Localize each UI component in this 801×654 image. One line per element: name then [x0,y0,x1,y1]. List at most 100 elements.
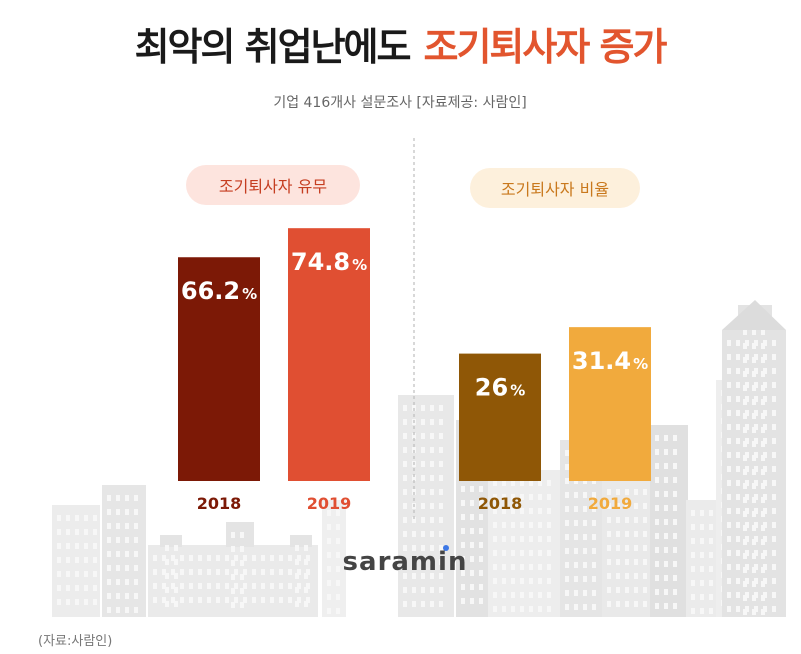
building-window [479,542,483,548]
building-window [547,522,551,528]
building-window [743,329,747,335]
building-window [403,475,407,481]
building-window [727,396,731,402]
building-window [189,583,193,589]
building-window [752,371,756,377]
building-window [655,505,659,511]
building-window [607,503,611,509]
building-window [57,529,61,535]
building-window [727,480,731,486]
building-window [772,550,776,556]
building-window [761,413,765,419]
building-window [583,590,587,596]
building-window [565,562,569,568]
building-window [174,573,178,579]
building-window [511,564,515,570]
building-window [174,601,178,607]
building-window [116,509,120,515]
building-window [84,585,88,591]
building-window [736,438,740,444]
building-window [520,536,524,542]
building-window [520,578,524,584]
building-window [772,424,776,430]
building-window [511,578,515,584]
building-window [709,510,713,516]
building-window [327,566,331,572]
building-window [743,399,747,405]
building-window [493,578,497,584]
building-window [134,565,138,571]
building-window [574,492,578,498]
building-window [547,536,551,542]
building-window [327,580,331,586]
building-window [538,480,542,486]
building-window [574,590,578,596]
building-window [583,576,587,582]
building-window [761,581,765,587]
building-window [736,368,740,374]
building-window [529,592,533,598]
building-window [664,435,668,441]
building-window [727,438,731,444]
building-window [198,597,202,603]
bars-right: 26 % 2018 31.4 % 2019 [459,327,651,513]
building-window [180,583,184,589]
building-window [727,522,731,528]
building-window [727,354,731,360]
building-window [583,604,587,610]
building-window [336,566,340,572]
building-window [75,515,79,521]
building-window [673,505,677,511]
building-window [216,555,220,561]
building-window [198,583,202,589]
building-window [297,583,301,589]
building-window [57,515,61,521]
building-window [709,594,713,600]
building-window [634,531,638,537]
building-window [304,559,308,565]
building-window [511,592,515,598]
building-window [565,492,569,498]
building-window [240,602,244,608]
building-window [607,545,611,551]
building-window [511,550,515,556]
building-window [125,565,129,571]
building-window [736,578,740,584]
building-window [761,567,765,573]
building-window [736,354,740,360]
building-window [116,607,120,613]
building-window [234,569,238,575]
building-window [403,601,407,607]
building-window [134,509,138,515]
building-window [743,469,747,475]
building-window [643,545,647,551]
bar [178,257,260,481]
building-window [430,545,434,551]
building-window [752,399,756,405]
building-window [752,511,756,517]
building-window [673,603,677,609]
building-window [520,606,524,612]
building-window [198,555,202,561]
building-window [439,573,443,579]
brand-logo: saramin [343,547,468,577]
building-window [479,528,483,534]
building-window [743,553,747,559]
building-window [461,500,465,506]
building-window [297,569,301,575]
building-window [700,552,704,558]
building-window [700,538,704,544]
building-window [616,503,620,509]
building-window [673,589,677,595]
building-window [772,522,776,528]
building-window [643,587,647,593]
building-window [743,371,747,377]
building-window [547,578,551,584]
building-window [162,569,166,575]
building-window [240,546,244,552]
brand-logo-dot [443,545,449,551]
building [290,535,312,547]
building-window [430,489,434,495]
building-window [700,608,704,614]
building-window [288,597,292,603]
